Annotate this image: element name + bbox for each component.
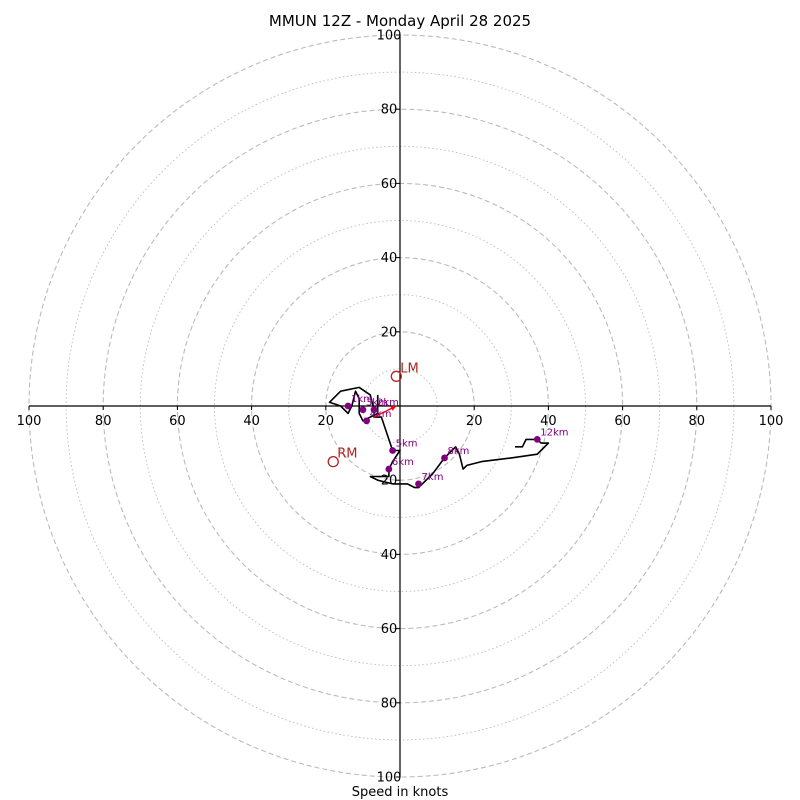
shear-vector-arrowhead bbox=[390, 406, 397, 411]
height-label-5km: 5km bbox=[396, 439, 418, 450]
height-label-4km: 4km bbox=[370, 409, 392, 420]
axes bbox=[29, 35, 771, 777]
y-tick-label: 60 bbox=[381, 622, 398, 637]
chart-title: MMUN 12Z - Monday April 28 2025 bbox=[269, 12, 531, 30]
height-marker-2km bbox=[370, 406, 378, 414]
height-label-2km: 2km bbox=[377, 398, 399, 409]
height-label-7km: 7km bbox=[422, 472, 444, 483]
x-tick-label: 60 bbox=[614, 414, 631, 429]
height-marker-6km bbox=[385, 465, 393, 473]
y-tick-label: 100 bbox=[377, 29, 402, 44]
y-tick-label: 40 bbox=[381, 251, 398, 266]
storm-motion-markers: LM RM bbox=[327, 361, 419, 468]
y-tick-label: 60 bbox=[381, 177, 398, 192]
y-tick-label: 80 bbox=[381, 103, 398, 118]
height-marker-3km bbox=[359, 406, 367, 414]
x-tick-label: 20 bbox=[318, 414, 335, 429]
height-label-6km: 6km bbox=[392, 457, 414, 468]
x-tick-label: 100 bbox=[17, 414, 42, 429]
storm-motion-rm bbox=[327, 455, 339, 468]
x-tick-label: 80 bbox=[689, 414, 706, 429]
tick-labels: 100 80 60 40 20 20 40 60 80 100 100 80 60 40 20 20 40 60 8… bbox=[17, 29, 784, 786]
height-marker-1km bbox=[344, 402, 352, 410]
x-tick-label: 100 bbox=[759, 414, 784, 429]
height-label-12km: 12km bbox=[540, 427, 568, 438]
y-tick-label: 20 bbox=[381, 325, 398, 340]
x-tick-label: 60 bbox=[169, 414, 186, 429]
height-marker-5km bbox=[389, 447, 396, 454]
hodograph-trace bbox=[328, 386, 550, 489]
height-label-1km: 1km bbox=[351, 394, 373, 405]
y-tick-label: 100 bbox=[377, 771, 402, 786]
y-tick-label: 80 bbox=[381, 696, 398, 711]
hodograph-trace-layer bbox=[328, 386, 550, 489]
height-marker-12km bbox=[533, 435, 541, 443]
height-label-3km: 3km bbox=[366, 398, 388, 409]
y-tick-label: 20 bbox=[381, 474, 398, 489]
height-marker-4km bbox=[363, 417, 371, 425]
height-marker-7km bbox=[415, 480, 422, 488]
height-marker-8km bbox=[441, 454, 448, 462]
x-tick-label: 80 bbox=[95, 414, 112, 429]
storm-motion-label-lm: LM bbox=[400, 361, 418, 376]
x-tick-label: 20 bbox=[466, 414, 483, 429]
x-tick-label: 40 bbox=[540, 414, 557, 429]
storm-motion-lm bbox=[390, 370, 402, 382]
x-axis-label: Speed in knots bbox=[352, 785, 449, 800]
height-label-8km: 8km bbox=[448, 446, 470, 457]
x-tick-label: 40 bbox=[243, 414, 260, 429]
storm-motion-label-rm: RM bbox=[337, 447, 357, 462]
y-tick-label: 40 bbox=[381, 548, 398, 563]
